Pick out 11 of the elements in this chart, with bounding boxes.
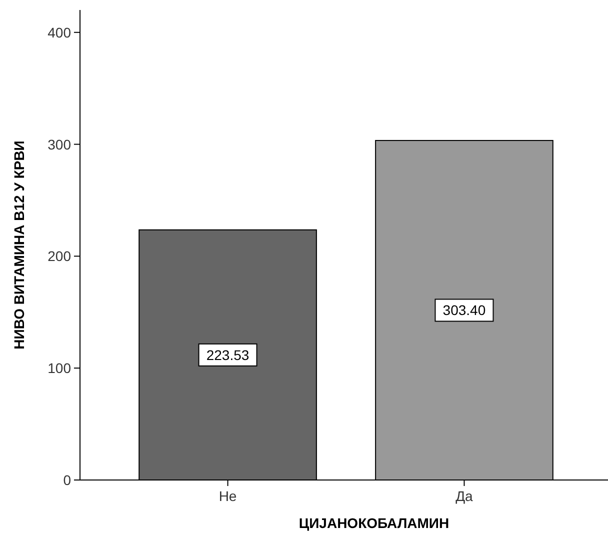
y-tick-label: 400 [48, 24, 72, 40]
y-tick-label: 0 [63, 472, 72, 488]
x-tick-label: Да [456, 488, 474, 504]
x-axis-title: ЦИЈАНОКОБАЛАМИН [298, 515, 450, 531]
y-tick-label: 300 [48, 136, 72, 152]
y-tick-label: 100 [48, 360, 72, 376]
y-tick-label: 200 [48, 248, 72, 264]
x-tick-label: Не [218, 488, 237, 504]
data-label: 303.40 [442, 302, 486, 318]
data-label: 223.53 [206, 346, 250, 363]
y-axis-title: НИВО ВИТАМИНА В12 У КРВИ [11, 140, 27, 350]
